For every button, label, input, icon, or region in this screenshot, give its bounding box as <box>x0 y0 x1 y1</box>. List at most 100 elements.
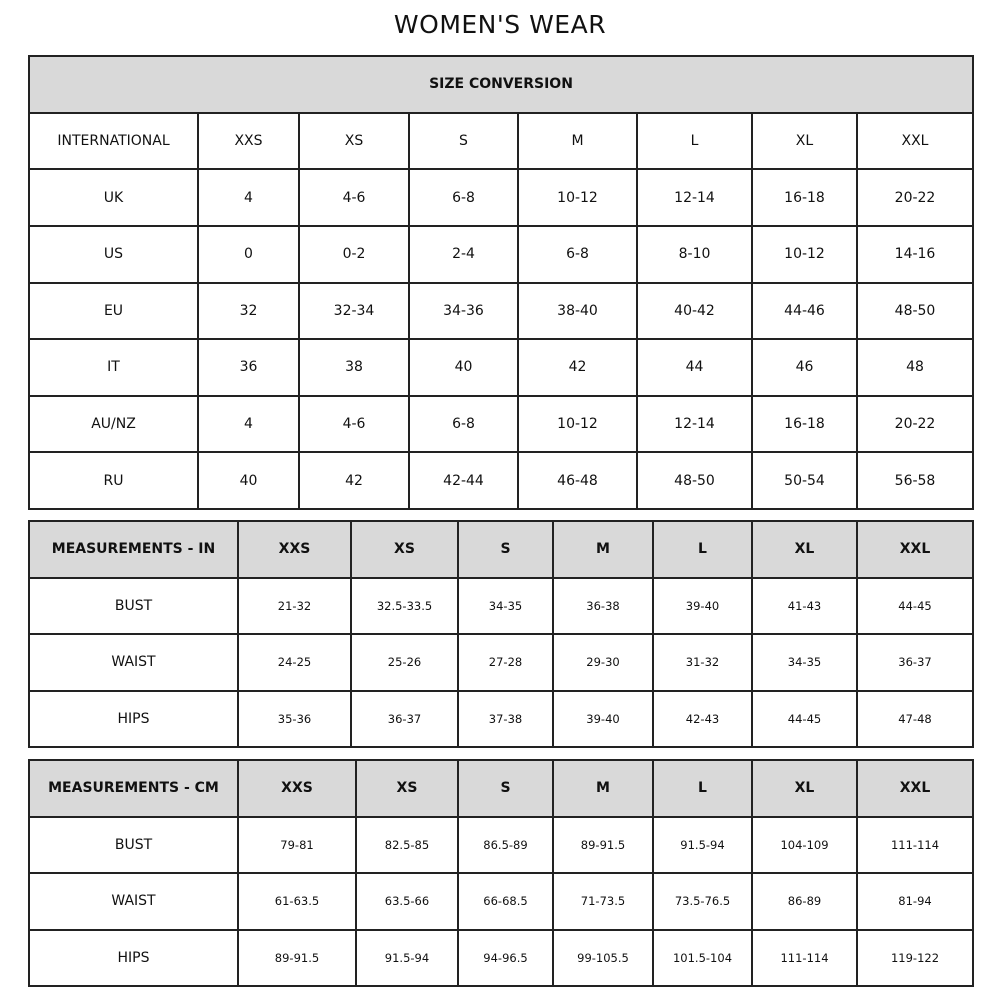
table-cell: S <box>457 759 554 818</box>
row-label: HIPS <box>28 689 239 748</box>
table-cell: 36-37 <box>350 689 459 748</box>
table-cell: 71-73.5 <box>552 872 654 931</box>
table-row: IT 36 38 40 42 44 46 48 <box>28 338 974 397</box>
table-cell: XXL <box>856 111 974 171</box>
table-cell: 50-54 <box>751 451 858 510</box>
table-cell: L <box>652 520 753 579</box>
row-label: BUST <box>28 815 239 874</box>
table-cell: XL <box>751 111 858 171</box>
table-row: INTERNATIONAL XXS XS S M L XL XXL <box>28 111 974 171</box>
table-cell: 99-105.5 <box>552 928 654 987</box>
table-cell: 81-94 <box>856 872 974 931</box>
table-cell: 0 <box>197 224 300 284</box>
table-cell: M <box>552 759 654 818</box>
table-cell: 44-45 <box>856 576 974 635</box>
table-cell: 66-68.5 <box>457 872 554 931</box>
table-cell: 36-38 <box>552 576 654 635</box>
table-cell: S <box>457 520 554 579</box>
table-cell: 39-40 <box>652 576 753 635</box>
table-cell: 44-45 <box>751 689 858 748</box>
table-cell: 21-32 <box>237 576 352 635</box>
table-cell: 46-48 <box>517 451 638 510</box>
table-cell: 29-30 <box>552 633 654 692</box>
table-cell: 6-8 <box>408 394 519 454</box>
row-label: BUST <box>28 576 239 635</box>
table-cell: 42 <box>298 451 410 510</box>
table-cell: 4 <box>197 394 300 454</box>
table-cell: 34-36 <box>408 281 519 341</box>
table-cell: 91.5-94 <box>652 815 753 874</box>
table-cell: XXS <box>197 111 300 171</box>
table-cell: 48-50 <box>636 451 753 510</box>
table-cell: 16-18 <box>751 394 858 454</box>
table-cell: XS <box>355 759 459 818</box>
table-cell: 34-35 <box>457 576 554 635</box>
table-cell: 10-12 <box>517 168 638 227</box>
table-cell: 48-50 <box>856 281 974 341</box>
table-cell: XXS <box>237 520 352 579</box>
header-row: MEASUREMENTS - CM XXS XS S M L XL XXL <box>28 759 974 818</box>
table-cell: 27-28 <box>457 633 554 692</box>
table-cell: 35-36 <box>237 689 352 748</box>
table-cell: 38-40 <box>517 281 638 341</box>
table-cell: 91.5-94 <box>355 928 459 987</box>
table-row: BUST 21-32 32.5-33.5 34-35 36-38 39-40 41-43 44… <box>28 576 974 635</box>
table-cell: 79-81 <box>237 815 357 874</box>
row-label: RU <box>28 451 199 510</box>
table-row: EU 32 32-34 34-36 38-40 40-42 44-46 48-50 <box>28 281 974 341</box>
table-cell: 12-14 <box>636 394 753 454</box>
table-cell: 111-114 <box>751 928 858 987</box>
table-row: RU 40 42 42-44 46-48 48-50 50-54 56-58 <box>28 451 974 510</box>
table-cell: 86.5-89 <box>457 815 554 874</box>
row-label: HIPS <box>28 928 239 987</box>
table-row: WAIST 61-63.5 63.5-66 66-68.5 71-73.5 73.5-76… <box>28 872 974 931</box>
table-cell: M <box>552 520 654 579</box>
measurements-in-table: MEASUREMENTS - IN XXS XS S M L XL XXL BUST 21-32 3… <box>28 520 974 748</box>
table-cell: 32 <box>197 281 300 341</box>
table-cell: XL <box>751 520 858 579</box>
table-cell: 10-12 <box>751 224 858 284</box>
table-cell: 39-40 <box>552 689 654 748</box>
table-cell: 40 <box>408 338 519 397</box>
table-cell: 42-43 <box>652 689 753 748</box>
size-conversion-table: SIZE CONVERSION INTERNATIONAL XXS XS S M L XL X… <box>28 55 974 510</box>
table-cell: 94-96.5 <box>457 928 554 987</box>
table-cell: 44 <box>636 338 753 397</box>
row-label: MEASUREMENTS - CM <box>28 759 239 818</box>
table-cell: 31-32 <box>652 633 753 692</box>
table-cell: XXL <box>856 520 974 579</box>
table-row: US 0 0-2 2-4 6-8 8-10 10-12 14-16 <box>28 224 974 284</box>
table-cell: 111-114 <box>856 815 974 874</box>
table-cell: 24-25 <box>237 633 352 692</box>
table-cell: 16-18 <box>751 168 858 227</box>
table-cell: 40-42 <box>636 281 753 341</box>
table-cell: S <box>408 111 519 171</box>
table-cell: 48 <box>856 338 974 397</box>
table-cell: L <box>636 111 753 171</box>
size-conversion-heading: SIZE CONVERSION <box>28 55 974 114</box>
table-cell: 86-89 <box>751 872 858 931</box>
table-cell: XL <box>751 759 858 818</box>
table-cell: 56-58 <box>856 451 974 510</box>
table-cell: 6-8 <box>517 224 638 284</box>
table-cell: 12-14 <box>636 168 753 227</box>
table-cell: 89-91.5 <box>237 928 357 987</box>
table-cell: 42-44 <box>408 451 519 510</box>
row-label: EU <box>28 281 199 341</box>
table-cell: 34-35 <box>751 633 858 692</box>
row-label: AU/NZ <box>28 394 199 454</box>
measurements-cm-table: MEASUREMENTS - CM XXS XS S M L XL XXL BUST 79-81 8… <box>28 759 974 987</box>
table-cell: XXS <box>237 759 357 818</box>
table-cell: 104-109 <box>751 815 858 874</box>
table-cell: XS <box>298 111 410 171</box>
table-cell: 119-122 <box>856 928 974 987</box>
table-cell: L <box>652 759 753 818</box>
table-cell: 4 <box>197 168 300 227</box>
row-label: WAIST <box>28 872 239 931</box>
table-cell: 40 <box>197 451 300 510</box>
table-cell: 41-43 <box>751 576 858 635</box>
row-label: US <box>28 224 199 284</box>
table-cell: 82.5-85 <box>355 815 459 874</box>
table-cell: 89-91.5 <box>552 815 654 874</box>
table-cell: 25-26 <box>350 633 459 692</box>
